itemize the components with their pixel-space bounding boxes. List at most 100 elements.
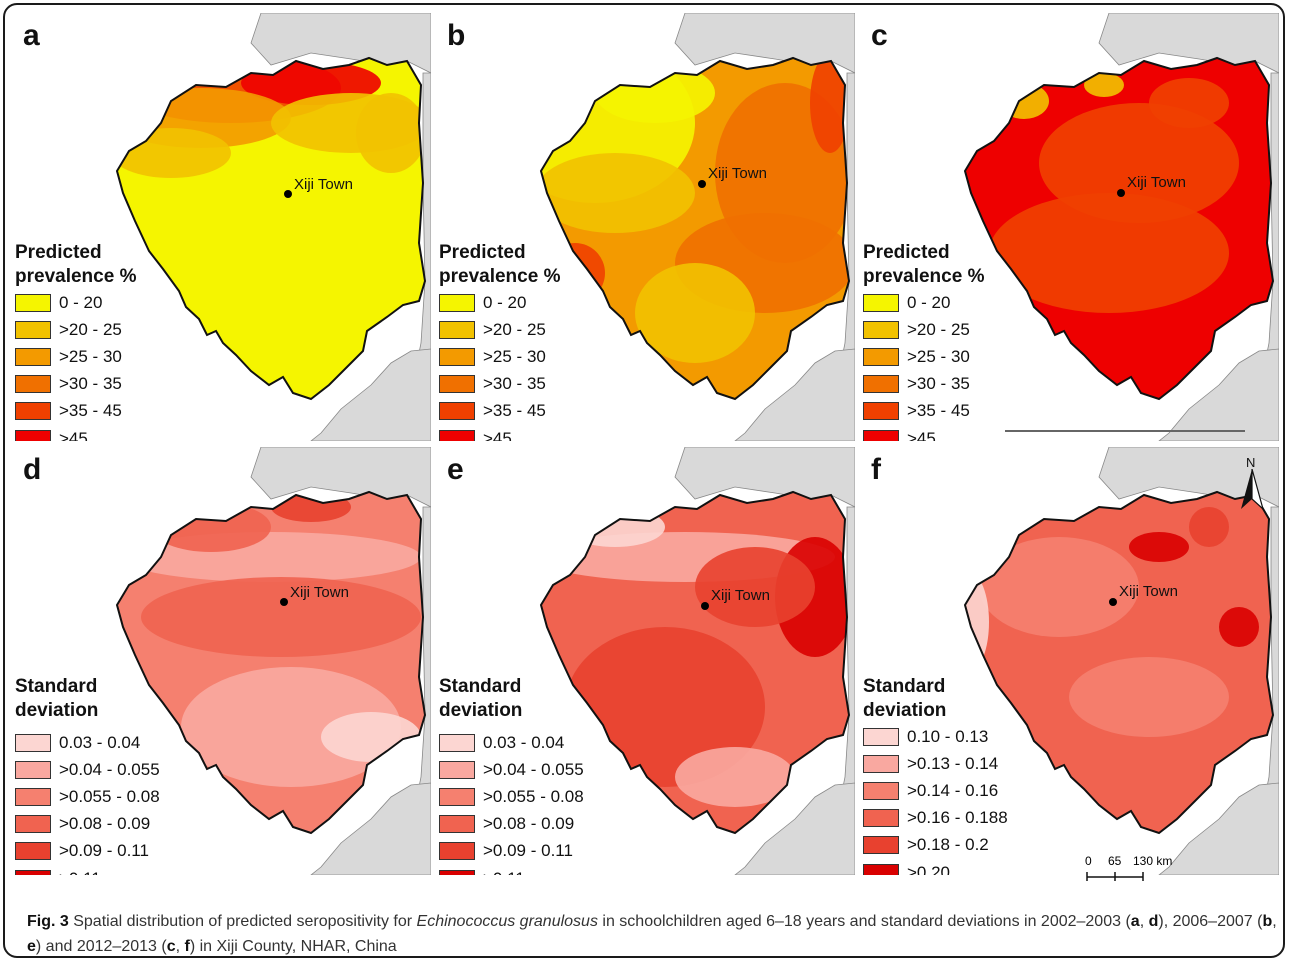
legend-label: >0.16 - 0.188 bbox=[907, 808, 1008, 828]
legend-label: >0.08 - 0.09 bbox=[483, 814, 575, 834]
county-surface bbox=[117, 492, 425, 833]
legend-swatch bbox=[439, 733, 475, 752]
legend-swatch bbox=[863, 320, 899, 339]
value-zone bbox=[979, 537, 1139, 637]
panel-letter: b bbox=[447, 19, 466, 52]
legend-title-line: prevalence % bbox=[863, 266, 985, 287]
legend-swatch bbox=[439, 815, 475, 834]
legend-label: >35 - 45 bbox=[907, 401, 970, 421]
legend-label: >25 - 30 bbox=[59, 346, 122, 366]
town-marker bbox=[280, 598, 288, 606]
legend-label: >30 - 35 bbox=[907, 374, 970, 394]
map-f bbox=[963, 447, 1279, 875]
legend-swatch bbox=[439, 293, 475, 312]
north-arrow: N bbox=[1237, 455, 1267, 515]
legend-swatch bbox=[439, 429, 475, 441]
legend-swatch bbox=[15, 293, 51, 312]
legend-item: >0.09 - 0.11 bbox=[15, 838, 160, 865]
legend-label: 0 - 20 bbox=[483, 292, 527, 312]
legend-item: >0.18 - 0.2 bbox=[863, 832, 1008, 859]
value-zone bbox=[989, 193, 1229, 313]
north-arrow-icon bbox=[1241, 469, 1265, 511]
legend-label: >20 - 25 bbox=[907, 319, 970, 339]
map-b bbox=[539, 13, 855, 441]
legend-title-line: deviation bbox=[15, 700, 99, 721]
panel-a: a Xiji Town Predicted prevalence % 0 - 2… bbox=[11, 13, 431, 441]
legend-title-line: prevalence % bbox=[439, 266, 561, 287]
legend-prevalence: Predicted prevalence % 0 - 20 >20 - 25 >25… bbox=[15, 241, 136, 441]
value-zone bbox=[321, 712, 421, 762]
legend-label: >0.13 - 0.14 bbox=[907, 753, 999, 773]
scale-bar-line bbox=[1086, 872, 1144, 881]
caption-text: , bbox=[1139, 913, 1149, 930]
value-zone bbox=[635, 263, 755, 363]
legend-label: >0.055 - 0.08 bbox=[483, 786, 584, 806]
legend-label: >20 - 25 bbox=[59, 319, 122, 339]
panel-letter: d bbox=[23, 453, 42, 486]
county-boundary bbox=[539, 490, 851, 835]
panel-b: b Xiji Town Predicted prevalence % 0 - 2… bbox=[435, 13, 855, 441]
legend-swatch bbox=[15, 429, 51, 441]
legend-title-line: deviation bbox=[863, 700, 947, 721]
neighbor-region bbox=[734, 782, 855, 875]
county-boundary bbox=[963, 56, 1275, 401]
legend-swatch bbox=[863, 347, 899, 366]
legend-item: 0.10 - 0.13 bbox=[863, 723, 1008, 750]
caption-text: , bbox=[175, 938, 185, 955]
legend-swatch bbox=[863, 863, 899, 875]
legend-swatch bbox=[15, 869, 51, 875]
caption-text: Spatial distribution of predicted seropo… bbox=[68, 913, 417, 930]
legend-label: >0.09 - 0.11 bbox=[483, 841, 573, 861]
legend-swatch bbox=[439, 320, 475, 339]
legend-label: >0.20 bbox=[907, 862, 951, 875]
value-zone bbox=[999, 83, 1049, 119]
legend-swatch bbox=[15, 347, 51, 366]
panel-f: f Xiji Town Standard deviation 0.10 - 0.… bbox=[859, 447, 1279, 875]
legend-title-line: Standard bbox=[15, 676, 98, 697]
caption-panel-ref: d bbox=[1148, 913, 1159, 930]
scale-tick-label: 0 bbox=[1085, 854, 1092, 868]
legend-prevalence: Predicted prevalence % 0 - 20 >20 - 25 >25… bbox=[863, 241, 984, 441]
legend-item: >0.20 bbox=[863, 859, 1008, 875]
legend-label: 0.03 - 0.04 bbox=[59, 732, 141, 752]
legend-items: 0 - 20 >20 - 25 >25 - 30 >30 - 35 >35 - 45 >4… bbox=[863, 289, 984, 441]
value-zone bbox=[541, 153, 695, 233]
town-marker bbox=[1117, 189, 1125, 197]
legend-swatch bbox=[439, 760, 475, 779]
county-boundary bbox=[539, 56, 851, 401]
value-zone bbox=[271, 492, 351, 522]
figure-frame: a Xiji Town Predicted prevalence % 0 - 2… bbox=[3, 3, 1285, 958]
legend-swatch bbox=[863, 754, 899, 773]
panel-letter: c bbox=[871, 19, 888, 52]
value-zone bbox=[695, 547, 815, 627]
legend-item: >0.14 - 0.16 bbox=[863, 777, 1008, 804]
legend-label: 0 - 20 bbox=[907, 292, 951, 312]
county-boundary bbox=[115, 490, 427, 835]
legend-item: >0.04 - 0.055 bbox=[439, 756, 584, 783]
legend-swatch bbox=[15, 842, 51, 861]
legend-label: >0.055 - 0.08 bbox=[59, 786, 160, 806]
map-c bbox=[963, 13, 1279, 441]
caption-species: Echinococcus granulosus bbox=[416, 913, 598, 930]
legend-swatch bbox=[863, 375, 899, 394]
legend-item: >25 - 30 bbox=[439, 343, 560, 370]
legend-item: >30 - 35 bbox=[439, 371, 560, 398]
value-zone bbox=[1084, 73, 1124, 97]
caption-text: in schoolchildren aged 6–18 years and st… bbox=[597, 913, 1131, 930]
legend-item: >0.04 - 0.055 bbox=[15, 756, 160, 783]
legend-title-line: Standard bbox=[439, 676, 522, 697]
value-zone bbox=[565, 507, 665, 547]
legend-item: >0.08 - 0.09 bbox=[439, 811, 584, 838]
town-label: Xiji Town bbox=[711, 587, 770, 604]
town-marker bbox=[1109, 598, 1117, 606]
legend-item: 0.03 - 0.04 bbox=[439, 729, 584, 756]
value-zone bbox=[1069, 657, 1229, 737]
town-marker bbox=[701, 602, 709, 610]
legend-items: 0.03 - 0.04 >0.04 - 0.055 >0.055 - 0.08 >0.… bbox=[439, 729, 584, 875]
legend-item: >35 - 45 bbox=[439, 398, 560, 425]
legend-label: >45 bbox=[483, 428, 512, 441]
map-a bbox=[115, 13, 431, 441]
legend-swatch bbox=[439, 375, 475, 394]
legend-item: >0.13 - 0.14 bbox=[863, 750, 1008, 777]
panel-d: d Xiji Town Standard deviation 0.03 - 0.… bbox=[11, 447, 431, 875]
